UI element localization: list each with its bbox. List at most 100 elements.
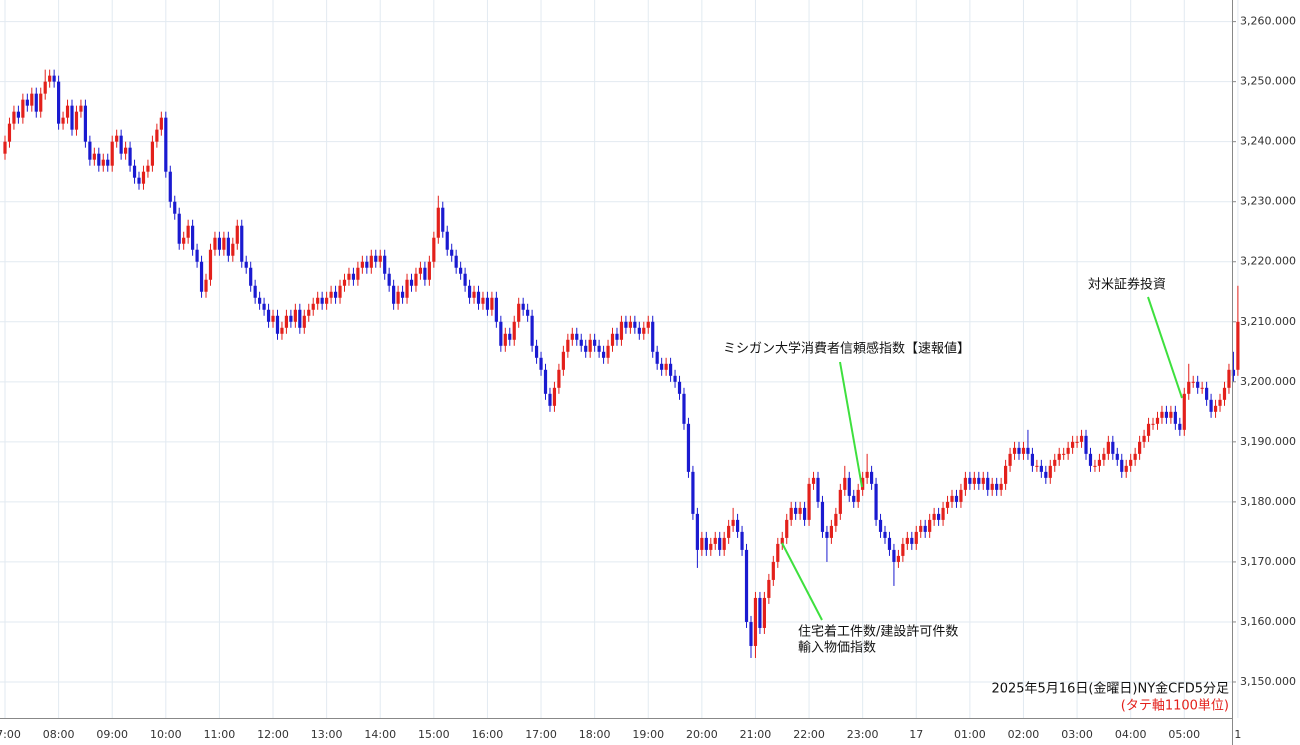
candle-body [937,513,941,520]
candle-body [1138,441,1142,454]
candle-body [686,423,691,472]
candle-body [307,309,311,316]
x-tick-label: 17:00 [525,728,557,741]
candle-body [704,537,708,550]
candle-body [820,501,825,532]
candle-body [807,483,811,520]
candle-body [668,363,673,376]
x-tick-label: 09:00 [96,728,128,741]
candle-body [92,153,96,160]
candle-body [874,483,878,520]
candle-body [61,117,65,124]
candle-body [12,111,16,124]
candle-body [387,273,391,286]
candle-body [610,333,615,346]
x-tick-label: 04:00 [1115,728,1147,741]
candle-body [1097,459,1102,466]
candle-body [986,477,990,490]
candle-body [222,237,226,250]
candle-body [878,519,883,532]
candle-body [155,129,159,142]
candle-body [1200,387,1204,389]
candle-body [1236,321,1240,370]
candle-body [682,393,686,424]
candle-body [579,339,583,346]
candle-body [963,477,968,490]
candle-body [1146,423,1151,436]
candle-body [624,321,628,328]
candle-body [423,267,427,280]
candle-body [1151,423,1155,425]
candle-body [325,297,329,304]
candle-body [141,171,146,184]
candle-body [1004,465,1008,484]
candle-body [418,267,423,274]
candle-body [275,315,280,334]
candle-body [950,495,954,502]
candle-body [919,525,923,532]
candle-body [485,297,490,310]
candle-body [999,483,1003,490]
candle-body [106,159,110,166]
candle-body [615,333,619,340]
candle-body [293,309,297,322]
candle-body [1088,453,1093,466]
candle-body [119,135,123,154]
candle-body [74,111,79,130]
candle-body [467,285,472,298]
candle-body [718,537,722,550]
annotation: 住宅着工件数/建設許可件数 [798,624,958,640]
candle-body [450,249,454,256]
candles [3,69,1240,658]
candle-body [383,255,387,274]
candle-body [258,297,262,304]
candle-body [503,333,507,346]
candle-body [990,483,994,490]
candle-body [838,489,842,514]
candle-body [333,291,338,298]
candle-body [79,105,83,112]
annotation: ミシガン大学消費者信頼感指数【速報値】 [723,341,970,357]
candle-body [700,537,704,550]
candle-body [21,99,25,118]
candle-body [374,255,378,262]
candle-body [910,537,914,544]
candle-body [7,123,12,142]
candle-body [1057,453,1061,460]
candle-body [1231,369,1236,376]
candle-body [1111,441,1115,454]
candle-body [727,525,731,538]
candle-body [459,267,463,274]
candle-body [445,231,449,250]
candle-body [1164,411,1169,418]
candle-body [780,537,784,544]
candle-body [3,141,7,154]
annotation: 対米証券投資 [1088,277,1166,293]
candle-body [829,525,833,538]
candle-body [271,315,275,322]
candle-body [811,477,816,484]
candle-body [110,141,114,166]
candle-body [852,495,856,502]
candle-body [253,285,257,298]
candle-body [1035,465,1039,467]
candle-body [802,507,807,520]
candle-body [762,597,766,628]
candle-body [217,237,222,250]
candle-body [1227,369,1231,388]
candle-body [494,297,498,322]
candle-body [1124,465,1128,472]
candle-body [753,597,758,646]
candle-body [1039,465,1043,472]
candle-body [302,315,306,328]
candle-body [606,345,610,358]
candle-body [771,561,775,580]
candle-body [722,537,726,550]
candle-body [601,351,606,358]
candle-body [159,117,163,130]
candle-body [517,303,521,322]
chart-note: (タテ軸1100単位) [1121,698,1229,714]
candle-body [1129,459,1133,466]
candle-body [316,297,320,304]
candle-body [1160,411,1164,418]
